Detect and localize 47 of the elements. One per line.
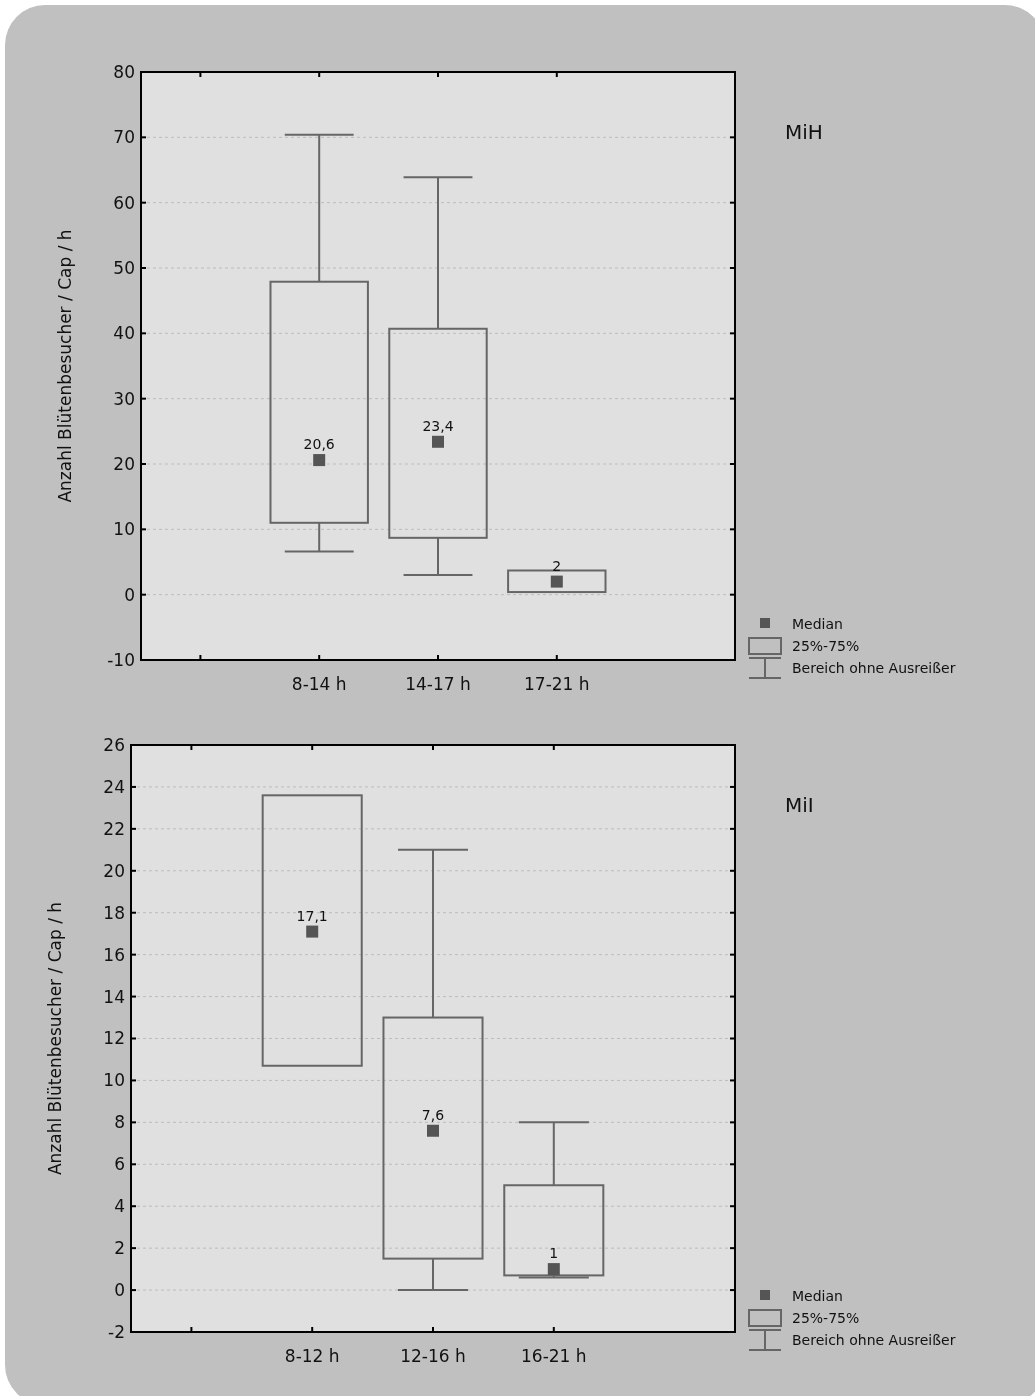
y-tick-label: -10 [107,649,135,670]
text: 23,4 [422,417,454,434]
x-tick-label: 17-21 h [524,674,590,694]
text: 17,1 [296,907,328,924]
y-axis-title: Anzahl Blütenbesucher / Cap / h [45,901,65,1176]
x-tick-label: 12-16 h [400,1346,466,1366]
y-axis-title: Anzahl Blütenbesucher / Cap / h [55,229,75,503]
text: 1 [549,1245,559,1262]
y-tick-label: 2 [114,1238,125,1259]
text: Bereich ohne Ausreißer [792,659,956,676]
x-tick-label: 8-14 h [291,674,347,694]
y-tick-label: 40 [113,323,135,344]
y-tick-label: 30 [113,388,135,409]
text: MiH [785,120,823,144]
text: Median [792,1287,843,1304]
y-tick-label: 24 [103,776,125,797]
y-tick-label: 50 [113,257,135,278]
x-tick-label: 8-12 h [284,1346,340,1366]
y-tick-label: 0 [124,584,135,605]
y-tick-label: 0 [114,1280,125,1301]
y-tick-label: 20 [113,453,135,474]
y-tick-label: 10 [103,1070,125,1091]
text: Median [792,615,843,632]
y-tick-label: 16 [103,944,125,965]
text: 7,6 [421,1106,445,1123]
y-tick-label: 8 [114,1112,125,1133]
y-tick-label: 18 [103,902,125,923]
y-tick-label: 4 [114,1196,125,1217]
y-tick-label: 26 [103,734,125,755]
text: 20,6 [303,436,335,453]
text: 25%-75% [792,637,860,654]
y-tick-label: 10 [113,519,135,540]
y-tick-label: 70 [113,127,135,148]
text: Bereich ohne Ausreißer [792,1331,956,1348]
text: 2 [552,557,562,574]
y-tick-label: 14 [103,986,125,1007]
y-tick-label: 60 [113,192,135,213]
x-tick-label: 14-17 h [405,674,471,694]
text: MiI [785,793,814,817]
y-tick-label: -2 [108,1321,125,1342]
text: 25%-75% [792,1309,860,1326]
y-tick-label: 12 [103,1028,125,1049]
y-tick-label: 80 [113,61,135,82]
y-tick-label: 22 [103,818,125,839]
y-tick-label: 20 [103,860,125,881]
x-tick-label: 16-21 h [521,1346,587,1366]
y-tick-label: 6 [114,1154,125,1175]
